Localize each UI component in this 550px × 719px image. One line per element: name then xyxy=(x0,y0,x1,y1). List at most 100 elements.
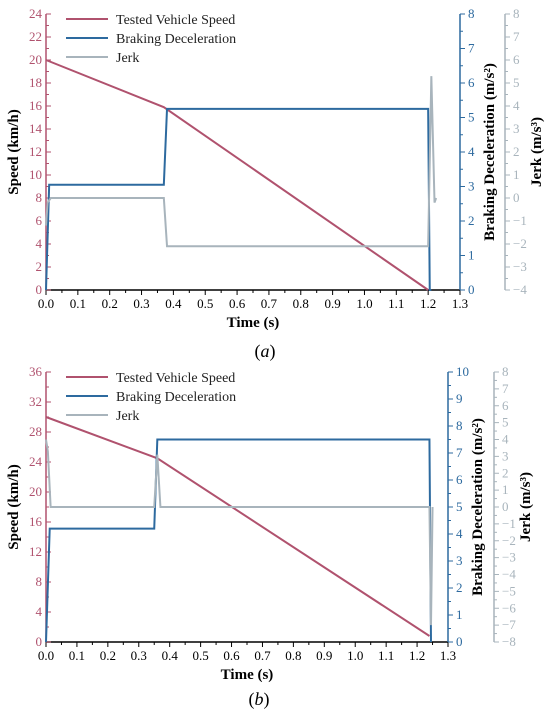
y-tick-label-0: 14 xyxy=(29,121,43,136)
y-axis-title-1: Braking Deceleration (m/s²) xyxy=(482,63,498,241)
legend-label-2: Jerk xyxy=(116,409,139,424)
y-tick-label-1: 7 xyxy=(456,445,463,460)
y-tick-label-0: 32 xyxy=(29,394,42,409)
y-tick-label-1: 7 xyxy=(468,41,475,56)
panel-label-part: ( xyxy=(249,689,255,710)
y-axis-title-1: Braking Deceleration (m/s²) xyxy=(470,418,486,596)
x-tick-label: 1.0 xyxy=(356,296,372,311)
y-tick-label-1: 3 xyxy=(456,553,463,568)
y-tick-label-0: 16 xyxy=(29,514,43,529)
x-tick-label: 0.0 xyxy=(38,648,54,663)
y-tick-label-1: 6 xyxy=(468,75,475,90)
x-tick-label: 1.0 xyxy=(347,648,363,663)
x-tick-label: 0.6 xyxy=(229,296,246,311)
y-tick-label-2: 4 xyxy=(502,432,509,447)
series-line-0 xyxy=(45,416,430,637)
x-tick-label: 0.1 xyxy=(69,648,85,663)
y-tick-label-2: 3 xyxy=(513,121,520,136)
y-axis-title-2: Jerk (m/s³) xyxy=(518,472,534,542)
y-tick-label-1: 8 xyxy=(468,6,475,21)
y-tick-label-0: 22 xyxy=(29,29,42,44)
x-axis-title: Time (s) xyxy=(221,667,274,683)
y-tick-label-0: 18 xyxy=(29,75,42,90)
x-tick-label: 0.4 xyxy=(165,296,182,311)
y-tick-label-0: 36 xyxy=(29,364,43,379)
chart-panel-1: 0.0 0.1 0.2 0.3 0.4 0.5 0.6 0.7 0.8 0.9 1.0 1.1 1.2 1… xyxy=(6,364,534,710)
x-tick-label: 0.5 xyxy=(192,648,208,663)
series-line-1 xyxy=(45,107,432,291)
x-tick-label: 1.3 xyxy=(440,648,456,663)
y-tick-label-2: −5 xyxy=(502,583,516,598)
x-tick-label: 0.2 xyxy=(102,296,118,311)
y-tick-label-2: 3 xyxy=(502,448,509,463)
chart-panel-0: 0.0 0.1 0.2 0.3 0.4 0.5 0.6 0.7 0.8 0.9 1.0 1.1 1.2 1… xyxy=(6,6,545,362)
y-tick-label-2: −2 xyxy=(513,236,527,251)
y-tick-label-0: 8 xyxy=(36,574,43,589)
y-tick-label-1: 6 xyxy=(456,472,463,487)
panel-label-part: ) xyxy=(270,341,276,362)
panel-label-part: ( xyxy=(255,341,261,362)
y-tick-label-0: 4 xyxy=(36,236,43,251)
y-tick-label-2: 2 xyxy=(502,465,509,480)
y-tick-label-1: 1 xyxy=(456,607,463,622)
x-tick-label: 0.7 xyxy=(254,648,271,663)
y-tick-label-2: 8 xyxy=(513,6,520,21)
y-tick-label-2: 1 xyxy=(502,482,509,497)
x-tick-label: 1.1 xyxy=(378,648,394,663)
x-tick-label: 0.6 xyxy=(223,648,240,663)
x-tick-label: 1.1 xyxy=(388,296,404,311)
legend-label-1: Braking Deceleration xyxy=(116,390,236,405)
legend-label-0: Tested Vehicle Speed xyxy=(116,13,235,28)
y-axis-title-0: Speed (km/h) xyxy=(6,464,22,549)
y-tick-label-0: 24 xyxy=(29,6,43,21)
series-line-1 xyxy=(45,438,432,643)
legend-label-2: Jerk xyxy=(116,51,139,66)
y-tick-label-2: −6 xyxy=(502,600,516,615)
x-tick-label: 1.3 xyxy=(452,296,468,311)
y-tick-label-0: 0 xyxy=(36,634,43,649)
y-tick-label-2: 7 xyxy=(502,381,509,396)
y-tick-label-2: −1 xyxy=(502,516,516,531)
y-tick-label-0: 12 xyxy=(29,544,42,559)
y-tick-label-1: 3 xyxy=(468,179,475,194)
x-tick-label: 0.4 xyxy=(162,648,179,663)
y-tick-label-2: 6 xyxy=(513,52,520,67)
y-tick-label-2: 7 xyxy=(513,29,520,44)
y-tick-label-1: 2 xyxy=(468,213,475,228)
x-tick-label: 1.2 xyxy=(409,648,425,663)
panel-label: (a) xyxy=(255,341,276,362)
legend-label-0: Tested Vehicle Speed xyxy=(116,371,235,386)
y-tick-label-1: 1 xyxy=(468,248,475,263)
x-tick-label: 0.5 xyxy=(197,296,213,311)
y-tick-label-1: 5 xyxy=(468,110,475,125)
y-tick-label-2: −3 xyxy=(513,259,527,274)
y-tick-label-2: −4 xyxy=(502,567,516,582)
y-tick-label-1: 0 xyxy=(456,634,463,649)
y-tick-label-1: 4 xyxy=(468,144,475,159)
y-axis-title-0: Speed (km/h) xyxy=(6,109,22,194)
y-tick-label-2: 6 xyxy=(502,398,509,413)
x-axis-title: Time (s) xyxy=(227,315,280,331)
panel-label: (b) xyxy=(249,689,270,710)
series-line-2 xyxy=(45,439,434,626)
series-line-0 xyxy=(45,59,429,291)
x-tick-label: 0.9 xyxy=(316,648,332,663)
y-tick-label-2: 0 xyxy=(513,190,520,205)
y-tick-label-0: 0 xyxy=(36,282,43,297)
y-tick-label-1: 4 xyxy=(456,526,463,541)
y-tick-label-2: 5 xyxy=(513,75,520,90)
y-tick-label-2: 4 xyxy=(513,98,520,113)
y-tick-label-1: 2 xyxy=(456,580,463,595)
y-tick-label-2: 8 xyxy=(502,364,509,379)
x-tick-label: 0.2 xyxy=(100,648,116,663)
y-tick-label-0: 12 xyxy=(29,144,42,159)
y-tick-label-2: 2 xyxy=(513,144,520,159)
y-tick-label-2: 0 xyxy=(502,499,509,514)
y-tick-label-0: 20 xyxy=(29,52,42,67)
legend-label-1: Braking Deceleration xyxy=(116,32,236,47)
y-tick-label-1: 0 xyxy=(468,282,475,297)
y-tick-label-0: 28 xyxy=(29,424,42,439)
y-axis-title-2: Jerk (m/s³) xyxy=(529,117,545,187)
y-tick-label-2: −8 xyxy=(502,634,516,649)
